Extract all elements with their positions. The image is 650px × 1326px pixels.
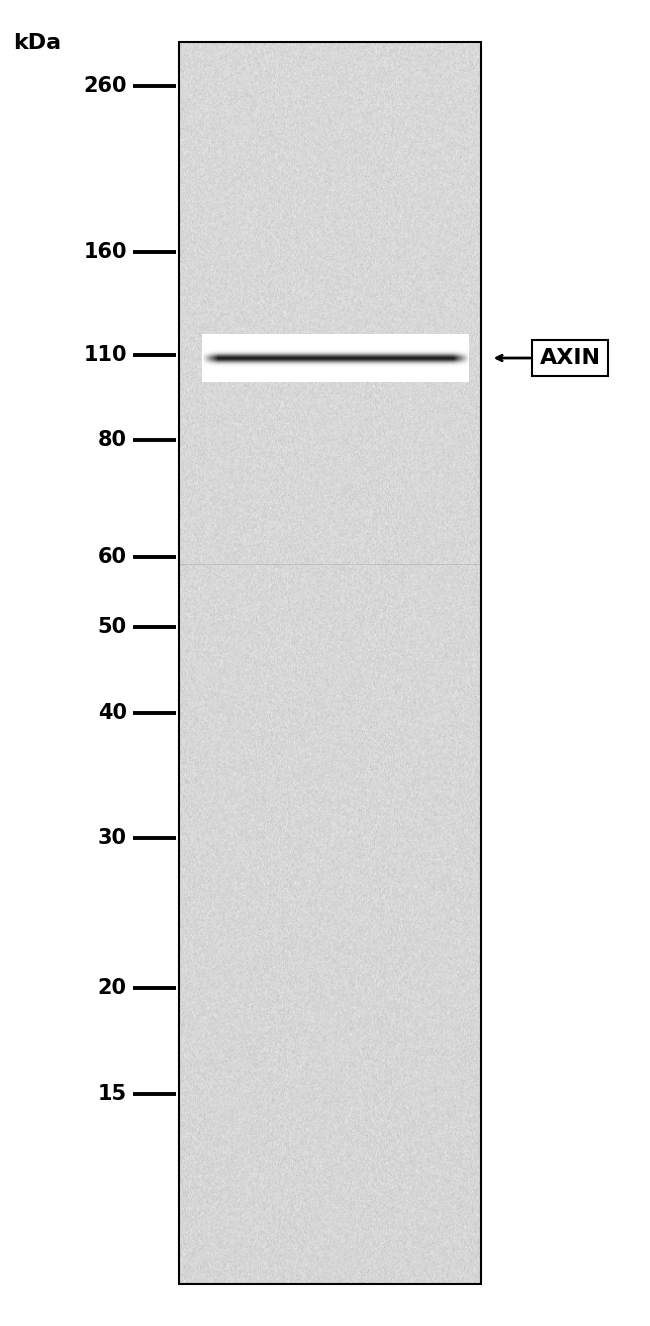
Text: 160: 160 <box>83 241 127 263</box>
Text: 260: 260 <box>83 76 127 97</box>
Text: 30: 30 <box>98 827 127 849</box>
Text: 80: 80 <box>98 430 127 451</box>
Text: 20: 20 <box>98 977 127 998</box>
Text: 40: 40 <box>98 703 127 724</box>
Bar <box>179 42 481 1284</box>
Text: 110: 110 <box>83 345 127 366</box>
Text: 60: 60 <box>98 546 127 568</box>
Text: AXIN: AXIN <box>540 347 601 369</box>
Text: 50: 50 <box>98 617 127 638</box>
Text: kDa: kDa <box>13 33 61 53</box>
Text: 15: 15 <box>98 1083 127 1105</box>
